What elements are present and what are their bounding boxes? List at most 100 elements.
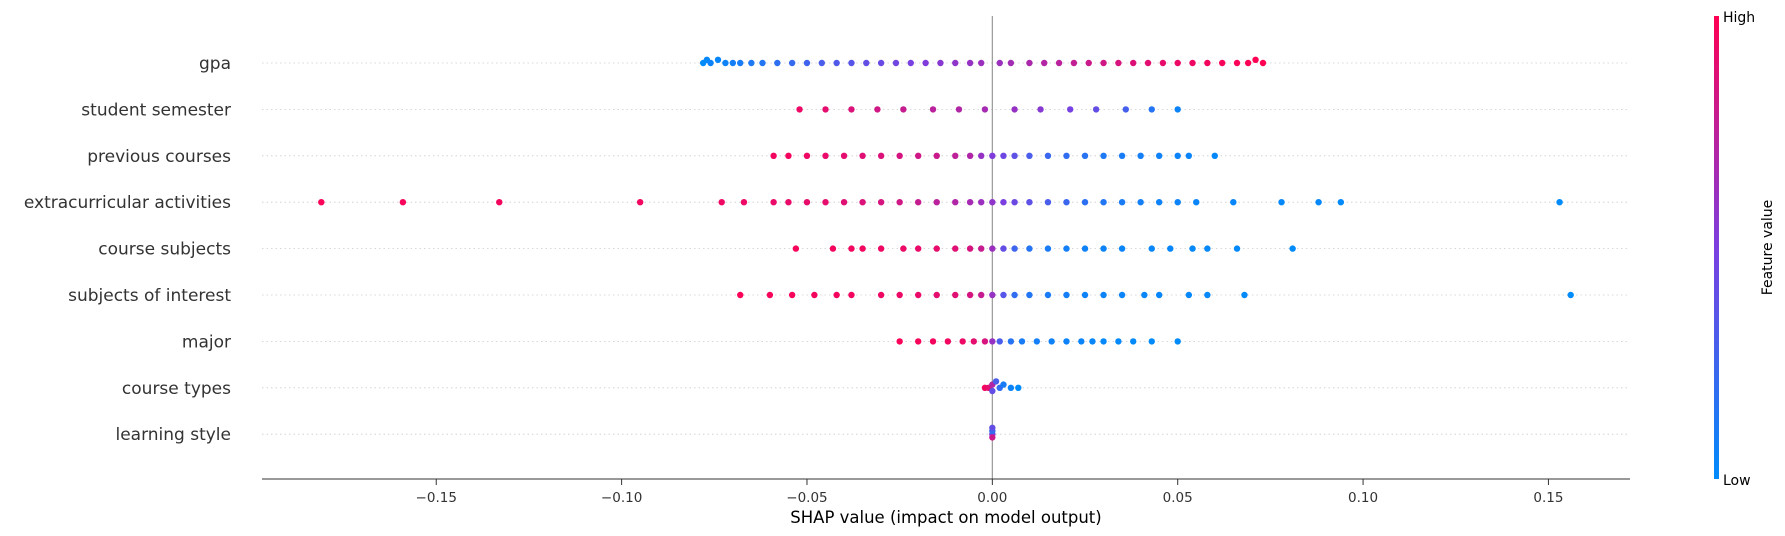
shap-point <box>989 387 996 395</box>
shap-point <box>822 152 829 159</box>
shap-point <box>848 291 855 299</box>
shap-point <box>900 106 907 113</box>
shap-point <box>955 106 963 113</box>
shap-point <box>1167 245 1174 252</box>
shap-point <box>877 245 885 252</box>
shap-point <box>1026 199 1033 206</box>
shap-point <box>1148 106 1155 113</box>
shap-point <box>992 378 1000 385</box>
shap-point <box>1007 59 1015 67</box>
shap-point <box>966 59 974 67</box>
shap-point <box>318 199 325 206</box>
shap-point <box>900 245 907 252</box>
shap-point <box>1115 59 1122 67</box>
shap-point <box>1137 199 1144 206</box>
shap-point <box>1155 152 1163 159</box>
shap-point <box>1089 338 1096 345</box>
shap-point <box>1000 381 1007 388</box>
shap-point <box>1000 152 1007 159</box>
shap-point <box>933 245 940 252</box>
shap-point <box>774 59 781 67</box>
shap-point <box>989 152 996 159</box>
shap-point <box>1118 199 1126 206</box>
shap-point <box>1081 199 1089 206</box>
feature-label: course subjects <box>98 240 231 260</box>
shap-point <box>1193 199 1200 206</box>
shap-point <box>877 59 885 67</box>
shap-point <box>1278 199 1285 206</box>
shap-point <box>914 245 922 252</box>
feature-label: course types <box>122 379 231 399</box>
shap-point <box>833 291 840 299</box>
shap-point <box>1211 152 1218 159</box>
x-axis-title: SHAP value (impact on model output) <box>790 508 1101 527</box>
shap-point <box>1185 291 1193 299</box>
shap-point <box>1100 152 1107 159</box>
shap-point <box>818 59 826 67</box>
shap-point <box>1174 338 1181 345</box>
shap-point <box>1015 384 1022 391</box>
shap-point <box>989 291 996 299</box>
shap-point <box>937 59 944 67</box>
shap-point <box>1078 338 1085 345</box>
shap-point <box>859 199 866 206</box>
shap-point <box>1155 291 1163 299</box>
shap-point <box>496 199 503 206</box>
shap-point <box>1085 59 1092 67</box>
shap-point <box>399 199 407 206</box>
shap-point <box>737 291 744 299</box>
shap-point <box>1185 152 1193 159</box>
colorbar-title: Feature value <box>1760 200 1776 296</box>
shap-point <box>989 199 996 206</box>
x-tick-label: −0.10 <box>601 490 642 506</box>
shap-point <box>914 291 922 299</box>
shap-point <box>922 59 929 67</box>
shap-point <box>959 338 966 345</box>
shap-point <box>1000 291 1007 299</box>
shap-point <box>914 338 922 345</box>
shap-point <box>1044 245 1052 252</box>
shap-point <box>1055 59 1063 67</box>
shap-point <box>1218 59 1226 67</box>
shap-point <box>737 59 744 67</box>
shap-point <box>966 152 974 159</box>
shap-point <box>981 106 989 113</box>
shap-point <box>859 245 866 252</box>
colorbar-high-label: High <box>1723 10 1755 26</box>
shap-point <box>952 199 959 206</box>
shap-point <box>1044 199 1052 206</box>
shap-point <box>1233 245 1241 252</box>
shap-point <box>722 59 729 67</box>
shap-point <box>996 59 1003 67</box>
shap-point <box>1011 106 1018 113</box>
shap-point <box>944 338 952 345</box>
colorbar-gradient <box>1714 16 1719 479</box>
shap-point <box>1011 199 1018 206</box>
shap-point <box>952 59 959 67</box>
x-tick-label: 0.10 <box>1348 490 1378 506</box>
shap-point <box>1137 152 1144 159</box>
shap-point <box>1063 152 1070 159</box>
shap-point <box>896 338 903 345</box>
shap-point <box>1044 152 1052 159</box>
shap-point <box>1011 245 1018 252</box>
shap-point <box>748 59 755 67</box>
shap-point <box>874 106 881 113</box>
shap-point <box>952 291 959 299</box>
colorbar-low-label: Low <box>1723 473 1751 489</box>
shap-point <box>740 199 748 206</box>
shap-point <box>1066 106 1074 113</box>
feature-label: previous courses <box>87 147 231 167</box>
shap-point <box>996 338 1003 345</box>
shap-point <box>803 152 811 159</box>
shap-point <box>1037 106 1044 113</box>
shap-point <box>766 291 774 299</box>
shap-point <box>1011 291 1018 299</box>
shap-point <box>729 59 737 67</box>
shap-point <box>1092 106 1100 113</box>
shap-point <box>877 199 885 206</box>
shap-point <box>1244 59 1252 67</box>
shap-point <box>840 152 848 159</box>
shap-point <box>1141 291 1148 299</box>
